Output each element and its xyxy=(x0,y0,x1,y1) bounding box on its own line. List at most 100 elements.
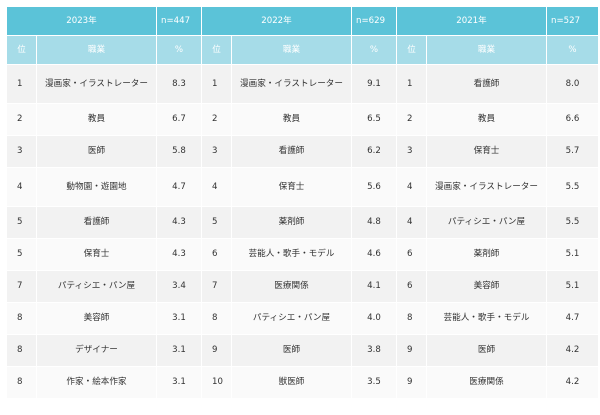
rank-cell: 8 xyxy=(396,302,427,335)
job-cell: 医師 xyxy=(231,334,352,367)
rank-cell: 3 xyxy=(396,135,427,168)
year-header-row: 2023年 n=447 2022年 n=629 2021年 n=527 xyxy=(6,6,599,36)
percent-cell: 3.1 xyxy=(156,366,202,399)
percent-cell: 5.7 xyxy=(546,135,599,168)
percent-cell: 5.5 xyxy=(546,167,599,207)
rank-cell: 6 xyxy=(396,238,427,271)
job-cell: 作家・絵本作家 xyxy=(36,366,157,399)
rank-cell: 10 xyxy=(201,366,232,399)
rank-cell: 8 xyxy=(6,334,37,367)
rank-cell: 8 xyxy=(6,366,37,399)
job-cell: 医療関係 xyxy=(231,270,352,303)
percent-cell: 6.2 xyxy=(351,135,397,168)
table-row: 5 保育士 4.3 6 芸能人・歌手・モデル 4.6 6 薬剤師 5.1 xyxy=(6,238,599,271)
percent-cell: 4.8 xyxy=(351,206,397,239)
percent-cell: 4.6 xyxy=(351,238,397,271)
job-cell: 保育士 xyxy=(231,167,352,207)
rank-cell: 7 xyxy=(6,270,37,303)
rank-cell: 5 xyxy=(6,238,37,271)
job-cell: 美容師 xyxy=(426,270,547,303)
rank-header: 位 xyxy=(6,35,37,65)
rank-cell: 4 xyxy=(201,167,232,207)
percent-cell: 8.0 xyxy=(546,64,599,104)
rank-cell: 5 xyxy=(201,206,232,239)
percent-cell: 5.1 xyxy=(546,270,599,303)
job-cell: 獣医師 xyxy=(231,366,352,399)
job-cell: 看護師 xyxy=(36,206,157,239)
percent-cell: 4.3 xyxy=(156,206,202,239)
table-row: 2 教員 6.7 2 教員 6.5 2 教員 6.6 xyxy=(6,103,599,136)
rank-cell: 9 xyxy=(396,334,427,367)
job-cell: 医師 xyxy=(36,135,157,168)
job-cell: 看護師 xyxy=(426,64,547,104)
year-label: 2023年 xyxy=(6,6,157,36)
percent-cell: 5.5 xyxy=(546,206,599,239)
percent-cell: 3.1 xyxy=(156,334,202,367)
job-cell: 美容師 xyxy=(36,302,157,335)
percent-cell: 5.6 xyxy=(351,167,397,207)
year-label: 2021年 xyxy=(396,6,547,36)
rank-cell: 4 xyxy=(6,167,37,207)
job-cell: 保育士 xyxy=(36,238,157,271)
rank-header: 位 xyxy=(396,35,427,65)
percent-cell: 3.4 xyxy=(156,270,202,303)
percent-header: % xyxy=(546,35,599,65)
table-row: 8 デザイナー 3.1 9 医師 3.8 9 医師 4.2 xyxy=(6,334,599,367)
rank-cell: 2 xyxy=(396,103,427,136)
job-cell: 漫画家・イラストレーター xyxy=(426,167,547,207)
percent-header: % xyxy=(351,35,397,65)
rank-cell: 4 xyxy=(396,167,427,207)
percent-cell: 5.1 xyxy=(546,238,599,271)
rank-cell: 1 xyxy=(6,64,37,104)
table-body: 1 漫画家・イラストレーター 8.3 1 漫画家・イラストレーター 9.1 1 看護師 8.0 2… xyxy=(6,64,599,399)
job-cell: 医療関係 xyxy=(426,366,547,399)
rank-cell: 9 xyxy=(201,334,232,367)
sample-size: n=527 xyxy=(546,6,599,36)
rank-cell: 1 xyxy=(396,64,427,104)
job-cell: 教員 xyxy=(426,103,547,136)
job-cell: 動物園・遊園地 xyxy=(36,167,157,207)
job-header: 職業 xyxy=(231,35,352,65)
rank-cell: 4 xyxy=(396,206,427,239)
job-cell: パティシエ・パン屋 xyxy=(426,206,547,239)
rank-cell: 6 xyxy=(396,270,427,303)
percent-header: % xyxy=(156,35,202,65)
job-cell: デザイナー xyxy=(36,334,157,367)
rank-cell: 2 xyxy=(201,103,232,136)
rank-cell: 6 xyxy=(201,238,232,271)
job-cell: 芸能人・歌手・モデル xyxy=(426,302,547,335)
table-row: 7 パティシエ・パン屋 3.4 7 医療関係 4.1 6 美容師 5.1 xyxy=(6,270,599,303)
job-cell: 薬剤師 xyxy=(426,238,547,271)
percent-cell: 3.1 xyxy=(156,302,202,335)
rank-cell: 3 xyxy=(201,135,232,168)
percent-cell: 4.1 xyxy=(351,270,397,303)
table-row: 3 医師 5.8 3 看護師 6.2 3 保育士 5.7 xyxy=(6,135,599,168)
rank-cell: 8 xyxy=(6,302,37,335)
table-row: 5 看護師 4.3 5 薬剤師 4.8 4 パティシエ・パン屋 5.5 xyxy=(6,206,599,239)
job-cell: 芸能人・歌手・モデル xyxy=(231,238,352,271)
column-header-row: 位 職業 % 位 職業 % 位 職業 % xyxy=(6,35,599,65)
job-header: 職業 xyxy=(426,35,547,65)
table-row: 8 作家・絵本作家 3.1 10 獣医師 3.5 9 医療関係 4.2 xyxy=(6,366,599,399)
year-label: 2022年 xyxy=(201,6,352,36)
percent-cell: 6.6 xyxy=(546,103,599,136)
rank-cell: 9 xyxy=(396,366,427,399)
table-row: 1 漫画家・イラストレーター 8.3 1 漫画家・イラストレーター 9.1 1 看護師 8.0 xyxy=(6,64,599,104)
job-cell: 保育士 xyxy=(426,135,547,168)
ranking-table: 2023年 n=447 2022年 n=629 2021年 n=527 位 職業… xyxy=(6,6,599,399)
rank-cell: 1 xyxy=(201,64,232,104)
job-cell: 薬剤師 xyxy=(231,206,352,239)
percent-cell: 4.2 xyxy=(546,334,599,367)
job-cell: 医師 xyxy=(426,334,547,367)
table-row: 8 美容師 3.1 8 パティシエ・パン屋 4.0 8 芸能人・歌手・モデル 4.7 xyxy=(6,302,599,335)
job-cell: パティシエ・パン屋 xyxy=(231,302,352,335)
rank-cell: 7 xyxy=(201,270,232,303)
percent-cell: 8.3 xyxy=(156,64,202,104)
rank-cell: 8 xyxy=(201,302,232,335)
job-cell: 漫画家・イラストレーター xyxy=(36,64,157,104)
rank-cell: 5 xyxy=(6,206,37,239)
job-header: 職業 xyxy=(36,35,157,65)
rank-header: 位 xyxy=(201,35,232,65)
rank-cell: 2 xyxy=(6,103,37,136)
percent-cell: 3.8 xyxy=(351,334,397,367)
